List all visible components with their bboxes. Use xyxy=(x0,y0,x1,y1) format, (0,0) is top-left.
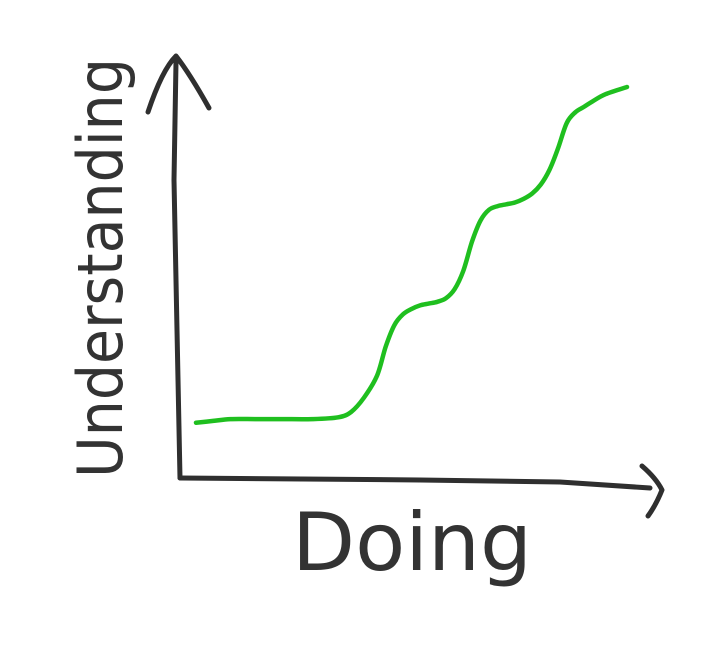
series-line-0 xyxy=(193,84,630,425)
x-axis-arrowhead xyxy=(639,463,665,519)
x-axis xyxy=(177,475,653,491)
x-axis-label: Doing xyxy=(292,496,532,589)
y-axis-label: Understanding xyxy=(64,58,137,478)
y-axis xyxy=(171,59,183,481)
y-axis-arrowhead xyxy=(145,53,212,115)
series-group xyxy=(193,84,630,425)
